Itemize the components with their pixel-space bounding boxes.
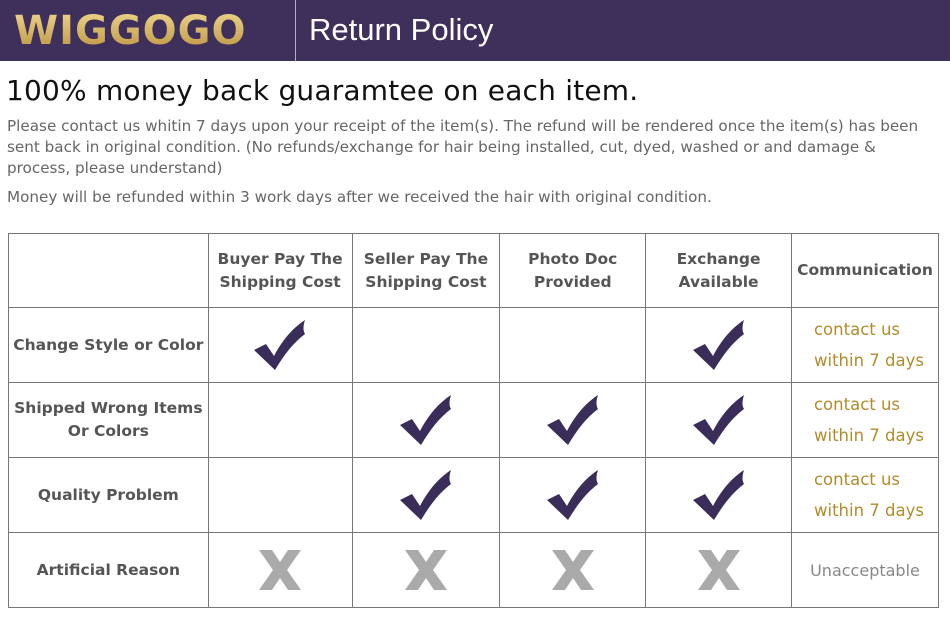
table-cell — [207, 457, 353, 533]
communication-text: within 7 days — [813, 426, 924, 445]
table-cell — [351, 457, 501, 533]
checkmark-icon — [692, 470, 746, 520]
headline: 100% money back guaramtee on each item. — [6, 74, 639, 107]
column-header: Exchange Available — [645, 233, 792, 308]
table-cell — [499, 382, 647, 458]
column-header — [8, 233, 209, 308]
row-label: Artificial Reason — [8, 532, 209, 608]
communication-cell: contact us within 7 days — [790, 382, 940, 458]
header-bar: WIGGOGO Return Policy — [0, 0, 950, 61]
wiggogo-logo: WIGGOGO — [14, 8, 247, 54]
communication-cell: contact us within 7 days — [790, 307, 940, 383]
communication-text: within 7 days — [813, 501, 924, 520]
communication-text: contact us — [813, 470, 901, 489]
row-label: Quality Problem — [8, 457, 209, 533]
table-cell — [207, 532, 353, 608]
table-cell — [351, 307, 501, 383]
communication-cell: contact us within 7 days — [790, 457, 940, 533]
policy-paragraph: Please contact us whitin 7 days upon you… — [7, 117, 919, 177]
column-header: Seller Pay The Shipping Cost — [351, 233, 501, 308]
row-label: Change Style or Color — [8, 307, 209, 383]
table-cell — [499, 307, 647, 383]
table-cell — [499, 457, 647, 533]
communication-text: contact us — [813, 320, 901, 339]
communication-text: Unacceptable — [810, 560, 920, 580]
checkmark-icon — [692, 320, 746, 370]
table-cell — [207, 307, 353, 383]
column-header: Communication — [790, 233, 940, 308]
table-cell — [645, 457, 792, 533]
communication-text: within 7 days — [813, 351, 924, 370]
header-divider — [295, 0, 296, 61]
return-policy-table: Buyer Pay The Shipping Cost Seller Pay Th… — [8, 233, 940, 608]
page-title: Return Policy — [309, 12, 494, 47]
x-mark-icon — [697, 550, 740, 590]
table-row: Change Style or Color contact us within 7 … — [8, 307, 940, 383]
table-row: Artificial Reason Unacceptable — [8, 532, 940, 608]
communication-cell: Unacceptable — [790, 532, 940, 608]
checkmark-icon — [399, 395, 453, 445]
table-cell — [207, 382, 353, 458]
checkmark-icon — [546, 395, 600, 445]
table-cell — [499, 532, 647, 608]
communication-text: contact us — [813, 395, 901, 414]
x-mark-icon — [404, 550, 447, 590]
checkmark-icon — [399, 470, 453, 520]
table-cell — [351, 532, 501, 608]
table-cell — [645, 532, 792, 608]
table-row: Quality Problem contact us within 7 days — [8, 457, 940, 533]
checkmark-icon — [692, 395, 746, 445]
x-mark-icon — [551, 550, 594, 590]
table-cell — [645, 382, 792, 458]
column-header: Buyer Pay The Shipping Cost — [207, 233, 353, 308]
table-header-row: Buyer Pay The Shipping Cost Seller Pay Th… — [8, 233, 940, 308]
x-mark-icon — [259, 550, 302, 590]
table-row: Shipped Wrong Items Or Colors contact us w… — [8, 382, 940, 458]
refund-paragraph: Money will be refunded within 3 work day… — [7, 188, 712, 206]
table-cell — [645, 307, 792, 383]
row-label: Shipped Wrong Items Or Colors — [8, 382, 209, 458]
checkmark-icon — [253, 320, 307, 370]
table-cell — [351, 382, 501, 458]
checkmark-icon — [546, 470, 600, 520]
column-header: Photo Doc Provided — [499, 233, 647, 308]
